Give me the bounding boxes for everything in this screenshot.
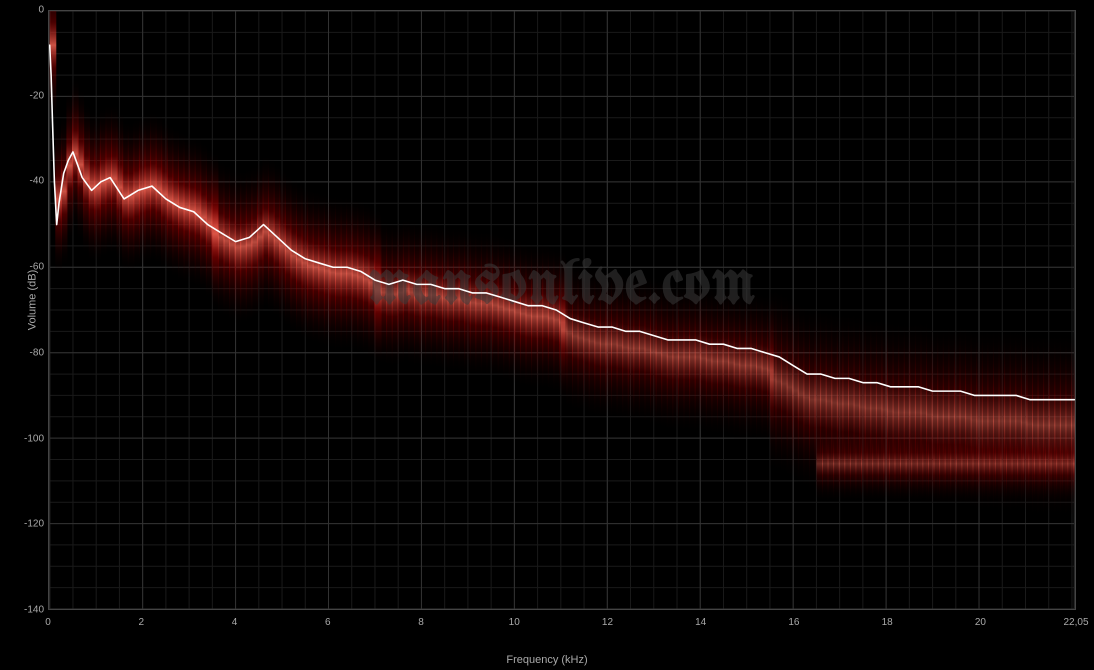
y-tick: -140 (24, 605, 44, 616)
y-tick: -20 (30, 90, 44, 101)
y-tick: -40 (30, 176, 44, 187)
x-tick: 10 (509, 617, 520, 628)
x-tick: 20 (975, 617, 986, 628)
y-tick: -100 (24, 433, 44, 444)
y-tick: -60 (30, 262, 44, 273)
x-tick: 0 (45, 617, 51, 628)
x-tick: 18 (882, 617, 893, 628)
plot-area: mansonlive.com (48, 10, 1076, 610)
x-tick: 22,05 (1063, 617, 1088, 628)
y-tick: -80 (30, 347, 44, 358)
x-tick: 14 (695, 617, 706, 628)
y-tick: 0 (38, 5, 44, 16)
x-axis-label: Frequency (kHz) (506, 654, 587, 666)
spectrum-chart: mansonlive.com Volume (dB) Frequency (kH… (0, 0, 1094, 670)
y-tick: -120 (24, 519, 44, 530)
x-tick: 2 (138, 617, 144, 628)
y-axis-label: Volume (dB) (26, 270, 38, 331)
x-tick: 8 (418, 617, 424, 628)
x-tick: 16 (788, 617, 799, 628)
x-tick: 4 (232, 617, 238, 628)
x-tick: 6 (325, 617, 331, 628)
x-tick: 12 (602, 617, 613, 628)
spectrum-line (49, 11, 1075, 609)
